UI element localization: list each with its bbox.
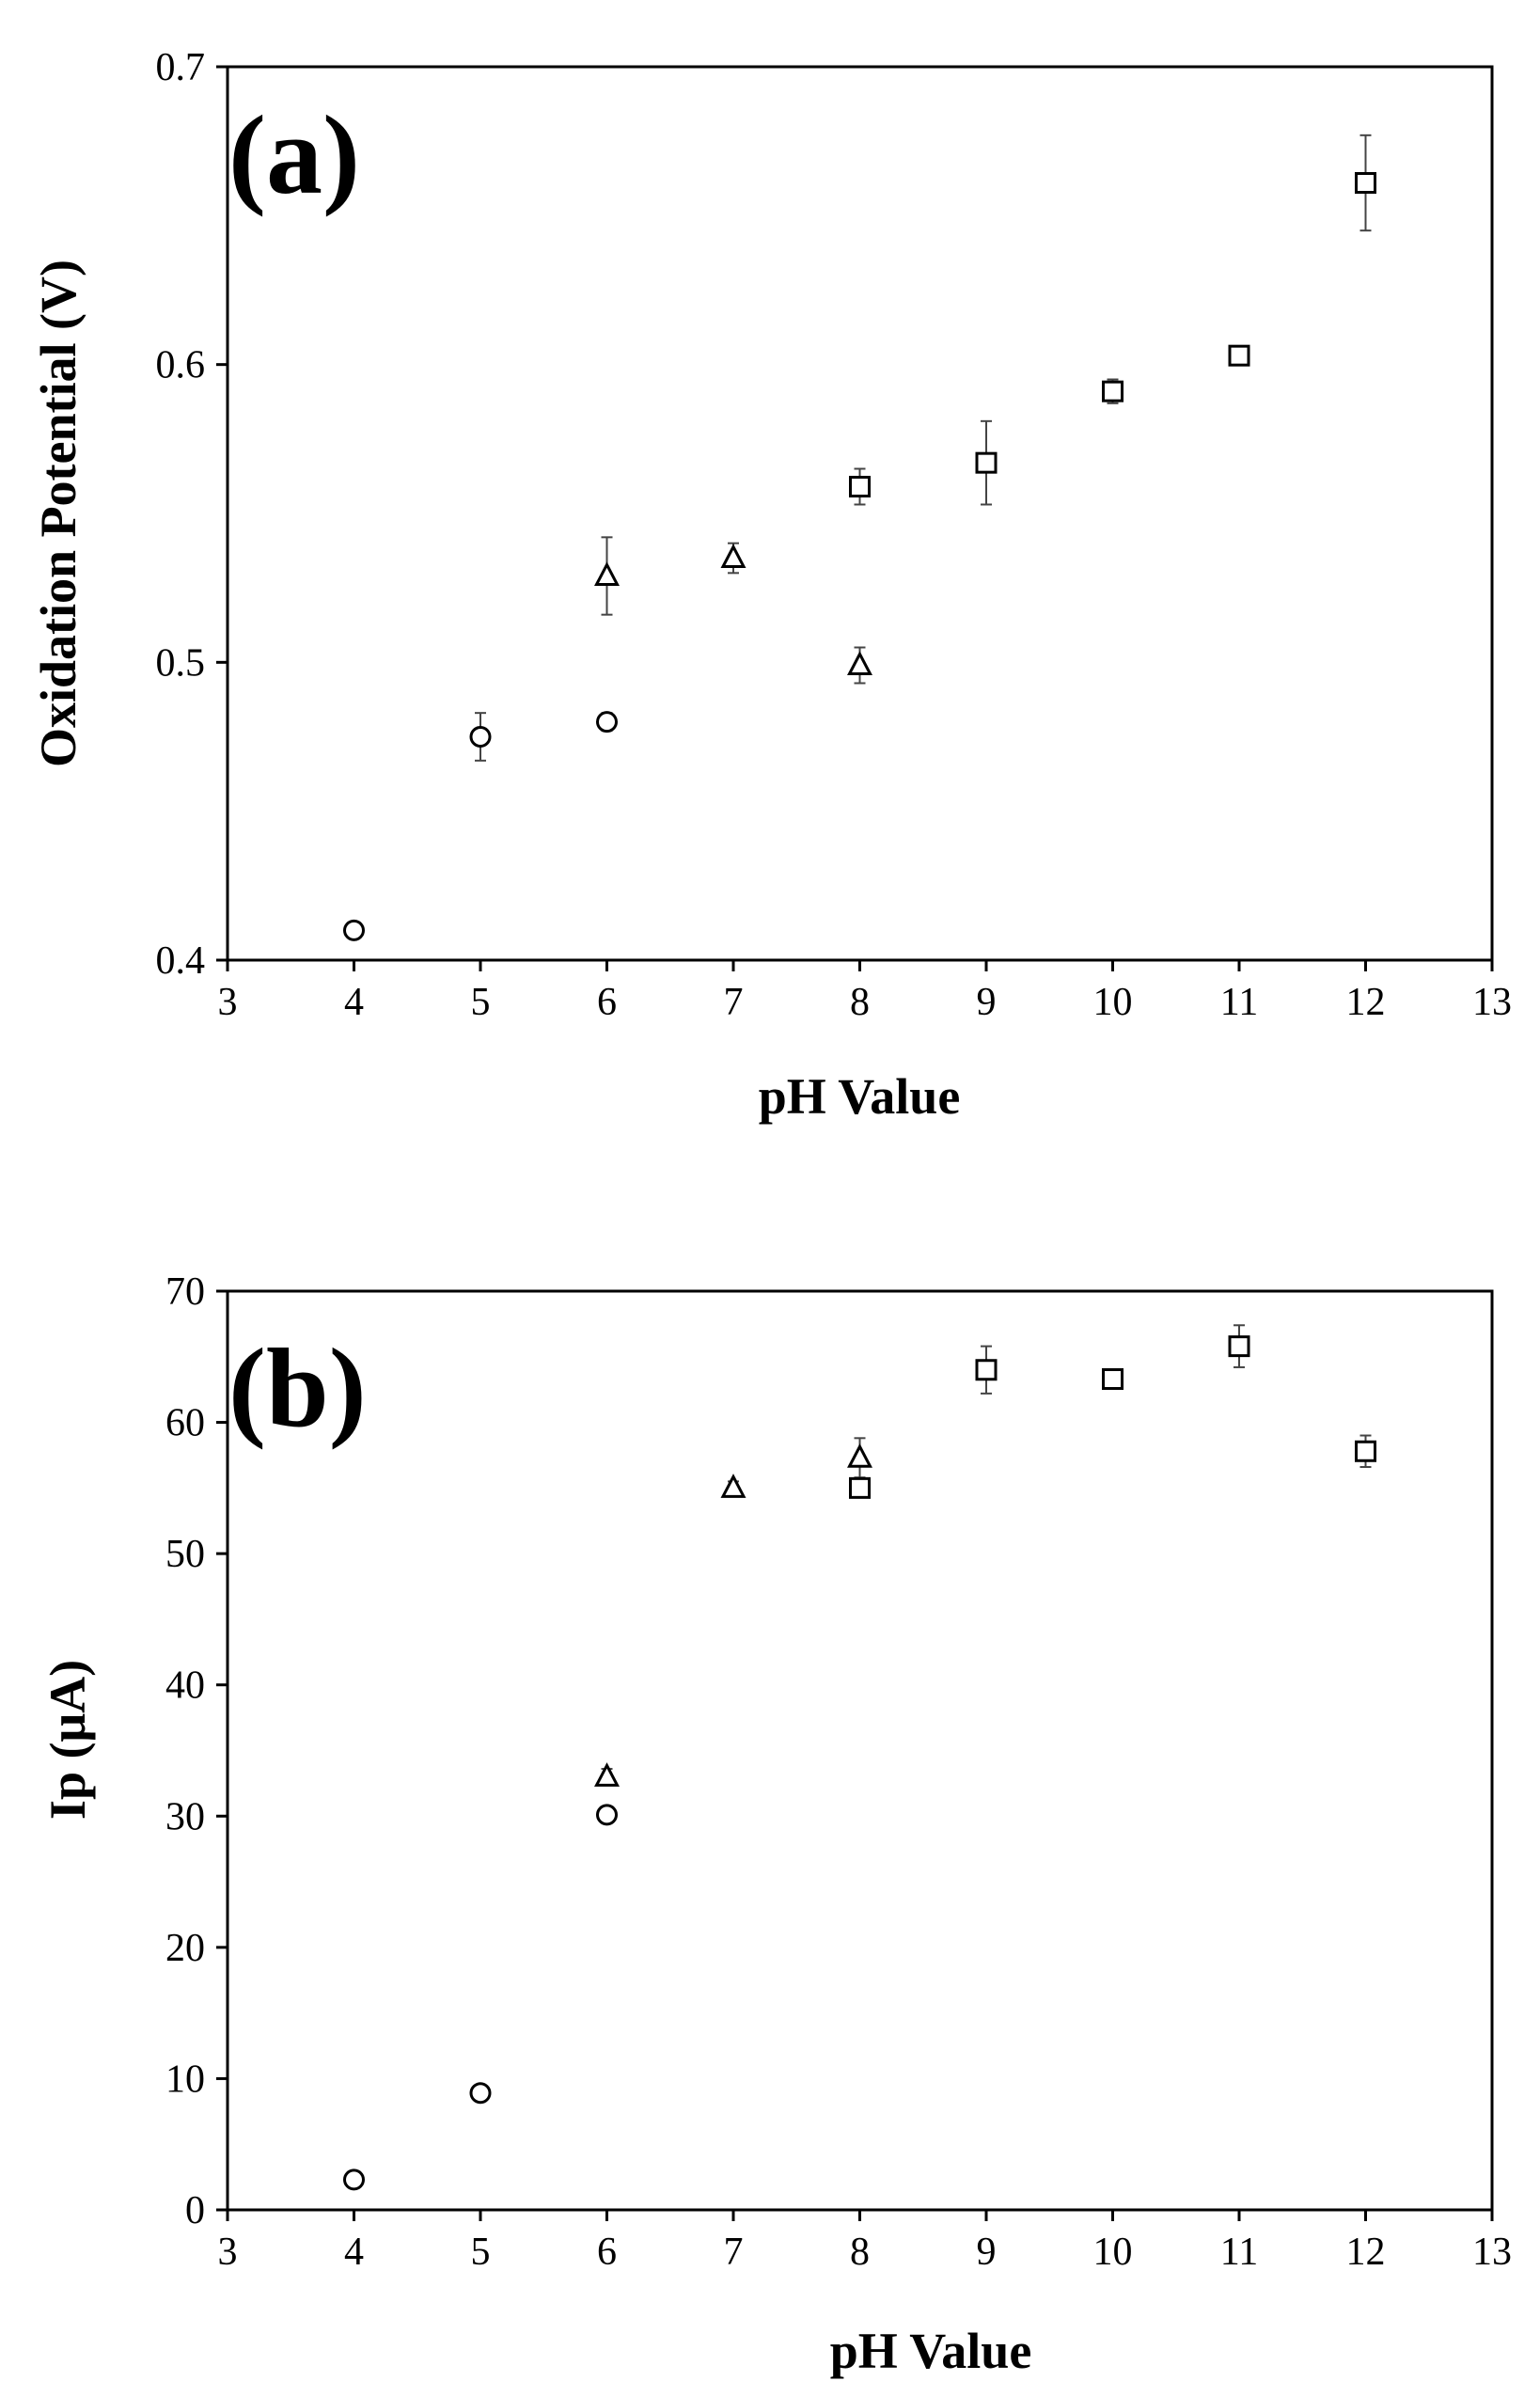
- marker-b-square-4: [1355, 1440, 1376, 1462]
- y-axis-title-a: Oxidation Potential (V): [30, 260, 86, 767]
- point-a-square-0: [849, 467, 871, 506]
- point-b-square-3: [1228, 1324, 1250, 1368]
- x-tick-label-a-10: 13: [1472, 981, 1512, 1024]
- marker-a-circle-2: [596, 711, 618, 733]
- x-tick-label-a-6: 9: [977, 981, 997, 1024]
- x-tick-label-a-4: 7: [724, 981, 744, 1024]
- y-tick-label-a-0: 0.4: [156, 939, 206, 983]
- y-tick-label-b-7: 70: [165, 1270, 205, 1314]
- marker-a-triangle-0: [594, 561, 620, 586]
- x-tick-label-b-4: 7: [724, 2231, 744, 2274]
- marker-b-triangle-0: [594, 1762, 620, 1787]
- marks-a: [343, 134, 1376, 941]
- marker-b-triangle-1: [720, 1474, 746, 1498]
- point-b-triangle-1: [720, 1474, 746, 1498]
- point-b-square-1: [975, 1345, 998, 1395]
- marker-a-square-2: [1102, 380, 1124, 402]
- marker-a-square-4: [1355, 172, 1376, 194]
- marker-b-circle-2: [596, 1804, 618, 1826]
- x-axis-title-b: pH Value: [830, 2323, 1032, 2379]
- point-b-triangle-0: [594, 1762, 620, 1787]
- marker-b-circle-0: [343, 2168, 365, 2191]
- point-a-triangle-2: [847, 646, 872, 685]
- x-tick-label-b-0: 3: [218, 2231, 238, 2274]
- y-tick-label-a-3: 0.7: [156, 46, 206, 89]
- marker-b-circle-1: [469, 2082, 492, 2105]
- point-a-square-3: [1228, 344, 1250, 367]
- y-tick-label-a-2: 0.6: [156, 344, 206, 387]
- x-tick-label-a-5: 8: [850, 981, 870, 1024]
- point-a-circle-0: [343, 919, 365, 941]
- marker-a-triangle-1: [720, 544, 746, 568]
- x-tick-label-b-6: 9: [977, 2231, 997, 2274]
- marks-b: [343, 1324, 1376, 2191]
- x-tick-label-a-7: 10: [1093, 981, 1133, 1024]
- marker-a-triangle-2: [847, 651, 872, 675]
- y-tick-label-b-0: 0: [185, 2189, 205, 2232]
- x-tick-label-a-8: 11: [1220, 981, 1258, 1024]
- plot-area-b: [226, 1289, 1494, 2212]
- point-a-triangle-0: [594, 536, 620, 616]
- x-tick-label-a-3: 6: [597, 981, 617, 1024]
- x-tick-label-b-7: 10: [1093, 2231, 1133, 2274]
- x-tick-label-b-2: 5: [471, 2231, 491, 2274]
- marker-b-square-1: [975, 1359, 998, 1381]
- y-tick-label-b-3: 30: [165, 1795, 205, 1838]
- marker-a-square-0: [849, 476, 871, 497]
- x-tick-label-b-8: 11: [1220, 2231, 1258, 2274]
- point-b-circle-1: [469, 2082, 492, 2105]
- point-a-square-2: [1102, 378, 1124, 404]
- ticks-a: 3 4 5 6 7 8 9 10 11 12 13 0.4 0.5 0.6 0.7: [156, 46, 1513, 1024]
- marker-b-square-2: [1102, 1368, 1124, 1391]
- chart-panel-b: (b) pH Value Ip (μA) 3 4 5 6 7 8 9 10 11 12 13 0 10 2…: [39, 1270, 1512, 2379]
- y-tick-label-b-5: 50: [165, 1533, 205, 1576]
- x-tick-label-a-2: 5: [471, 981, 491, 1024]
- marker-a-square-1: [975, 451, 998, 474]
- y-tick-label-b-2: 20: [165, 1927, 205, 1970]
- marker-a-circle-1: [469, 726, 492, 748]
- point-b-square-0: [849, 1476, 871, 1499]
- y-tick-label-b-4: 40: [165, 1664, 205, 1708]
- y-tick-label-a-1: 0.5: [156, 641, 206, 685]
- point-a-square-4: [1355, 134, 1376, 232]
- x-tick-label-b-10: 13: [1472, 2231, 1512, 2274]
- point-b-triangle-2: [847, 1437, 872, 1479]
- x-tick-label-b-5: 8: [850, 2231, 870, 2274]
- y-axis-title-b: Ip (μA): [39, 1660, 96, 1820]
- point-b-circle-2: [596, 1804, 618, 1826]
- point-b-square-2: [1102, 1368, 1124, 1391]
- x-axis-title-a: pH Value: [759, 1068, 961, 1125]
- x-tick-label-a-1: 4: [344, 981, 364, 1024]
- x-tick-label-b-1: 4: [344, 2231, 364, 2274]
- x-tick-label-b-9: 12: [1346, 2231, 1386, 2274]
- marker-b-square-0: [849, 1476, 871, 1499]
- marker-a-square-3: [1228, 344, 1250, 367]
- marker-b-triangle-2: [847, 1443, 872, 1468]
- point-a-circle-1: [469, 712, 492, 762]
- marker-b-square-3: [1228, 1335, 1250, 1358]
- x-tick-label-a-9: 12: [1346, 981, 1386, 1024]
- x-tick-label-a-0: 3: [218, 981, 238, 1024]
- chart-panel-a: (a) pH Value Oxidation Potential (V) 3 4 5…: [30, 46, 1512, 1125]
- x-tick-label-b-3: 6: [597, 2231, 617, 2274]
- plot-area-a: [226, 65, 1494, 962]
- panel-label-a: (a): [228, 92, 360, 217]
- point-b-circle-0: [343, 2168, 365, 2191]
- point-a-square-1: [975, 419, 998, 506]
- y-tick-label-b-1: 10: [165, 2058, 205, 2101]
- point-a-triangle-1: [720, 542, 746, 575]
- marker-a-circle-0: [343, 919, 365, 941]
- ticks-b: 3 4 5 6 7 8 9 10 11 12 13 0 10 20 30 40 50 60 70: [165, 1270, 1512, 2274]
- panel-label-b: (b): [228, 1325, 367, 1450]
- point-b-square-4: [1355, 1434, 1376, 1469]
- point-a-circle-2: [596, 711, 618, 733]
- y-tick-label-b-6: 60: [165, 1402, 205, 1445]
